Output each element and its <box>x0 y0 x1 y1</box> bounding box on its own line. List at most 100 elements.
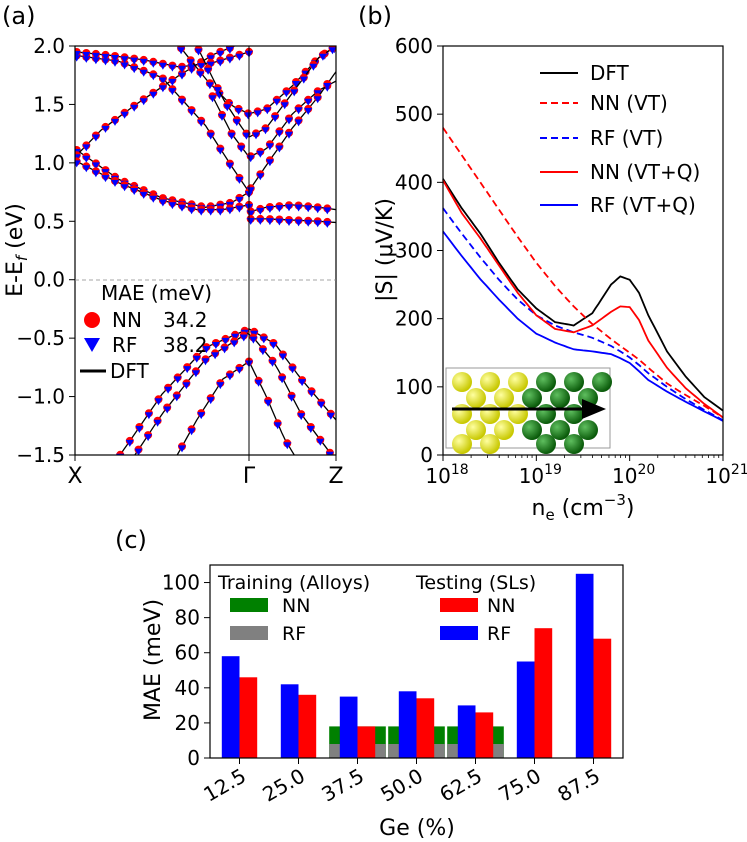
rf-point <box>323 207 332 215</box>
rf-point <box>154 398 163 406</box>
ytick-label-c: 0 <box>187 746 200 770</box>
rf-point <box>163 406 172 414</box>
rf-point <box>244 112 253 120</box>
rf-point <box>168 88 177 96</box>
rf-point <box>134 448 143 455</box>
rf-point <box>158 62 167 70</box>
rf-point <box>91 52 100 60</box>
legend-dft-label: DFT <box>110 359 150 383</box>
rf-point <box>75 160 81 168</box>
rf-point <box>172 394 181 402</box>
rf-point <box>82 144 91 152</box>
panel-b-legend: DFT NN (VT) RF (VT) NN (VT+Q) RF (VT+Q) <box>540 61 700 217</box>
rf-point <box>283 442 292 450</box>
xtick-label-a: Z <box>328 464 343 489</box>
rf-point <box>186 59 195 67</box>
rf-point <box>205 82 214 90</box>
rf-point <box>168 78 177 86</box>
rf-point <box>313 206 322 214</box>
rf-point <box>275 145 284 153</box>
ytick-label-a: 1.5 <box>33 92 65 116</box>
rf-point <box>235 53 244 61</box>
ge-atom <box>536 434 556 454</box>
xtick-label-c: 12.5 <box>199 764 250 807</box>
rf-point <box>256 173 265 181</box>
legend-train-nn-swatch <box>230 598 268 612</box>
rf-point <box>227 132 236 140</box>
rf-point <box>225 373 234 381</box>
rf-point <box>313 220 322 228</box>
rf-point <box>253 110 262 118</box>
si-atom <box>452 434 472 454</box>
rf-point <box>149 73 158 81</box>
xtick-label-c: 62.5 <box>435 764 486 807</box>
rf-point <box>178 98 186 106</box>
rf-point <box>149 91 158 99</box>
rf-point <box>256 207 265 215</box>
legend-test-nn-swatch <box>440 598 478 612</box>
ytick-label-b: 0 <box>420 443 433 467</box>
dft-band-8 <box>248 71 336 192</box>
rf-point <box>317 401 326 409</box>
si-atom <box>466 388 486 408</box>
series-line-nn-vt-q- <box>442 179 724 419</box>
rf-point <box>235 196 244 204</box>
rf-point <box>149 195 158 203</box>
rf-point <box>294 107 303 115</box>
rf-point <box>269 342 278 349</box>
ytick-label-b: 600 <box>395 34 433 58</box>
rf-point <box>120 62 129 70</box>
structure-inset <box>445 367 612 454</box>
rf-point <box>158 77 167 85</box>
rf-point <box>304 107 313 115</box>
test-bar-rf <box>280 684 299 758</box>
rf-point <box>261 127 270 135</box>
xtick-label-b: 1021 <box>705 462 747 488</box>
rf-point <box>216 59 225 67</box>
rf-point <box>323 83 332 90</box>
rf-point <box>272 98 281 106</box>
ytick-label-b: 200 <box>395 307 433 331</box>
ytick-label-c: 40 <box>175 676 200 700</box>
legend-train-rf-label: RF <box>282 623 306 645</box>
legend-rf-label: RF <box>112 333 137 357</box>
si-atom <box>480 404 500 424</box>
rf-point <box>192 355 201 363</box>
rf-point <box>168 64 177 72</box>
ytick-label-a: 0.0 <box>33 268 65 292</box>
legend-train-nn-label: NN <box>282 595 310 617</box>
series-line-rf-vt-q- <box>442 230 724 422</box>
legend-test-rf-swatch <box>440 626 478 640</box>
panel-c-legend: Training (Alloys) NN RF Testing (SLs) NN… <box>217 572 536 645</box>
rf-point <box>285 131 293 139</box>
rf-point <box>183 366 192 374</box>
legend-nn-mae: 34.2 <box>163 308 208 332</box>
test-bar-nn <box>593 638 612 758</box>
rf-point <box>225 56 234 64</box>
rf-point <box>178 445 186 453</box>
rf-point <box>82 155 91 163</box>
rf-point <box>139 69 148 77</box>
panel-c: (c) 0 20 40 60 80 100 12.5 25.0 37.5 50.0 62.5 75.… <box>115 526 624 841</box>
rf-point <box>178 204 186 212</box>
rf-point <box>191 370 200 378</box>
rf-point <box>230 340 239 348</box>
rf-point <box>158 85 167 93</box>
rf-point <box>216 50 225 58</box>
panel-b-label: (b) <box>358 2 392 30</box>
rf-point <box>264 399 273 407</box>
rf-point <box>290 89 299 97</box>
test-bar-nn <box>475 712 494 758</box>
rf-point <box>235 205 244 213</box>
rf-point <box>178 72 186 80</box>
rf-point <box>149 60 158 68</box>
si-atom <box>494 420 514 440</box>
rf-point <box>297 413 306 421</box>
rf-point <box>239 334 248 342</box>
rf-point <box>206 132 215 140</box>
ytick-label-c: 60 <box>175 641 200 665</box>
rf-point <box>275 130 284 138</box>
ytick-label-c: 100 <box>162 571 200 595</box>
panel-a-label: (a) <box>2 2 35 30</box>
rf-point <box>307 390 316 398</box>
